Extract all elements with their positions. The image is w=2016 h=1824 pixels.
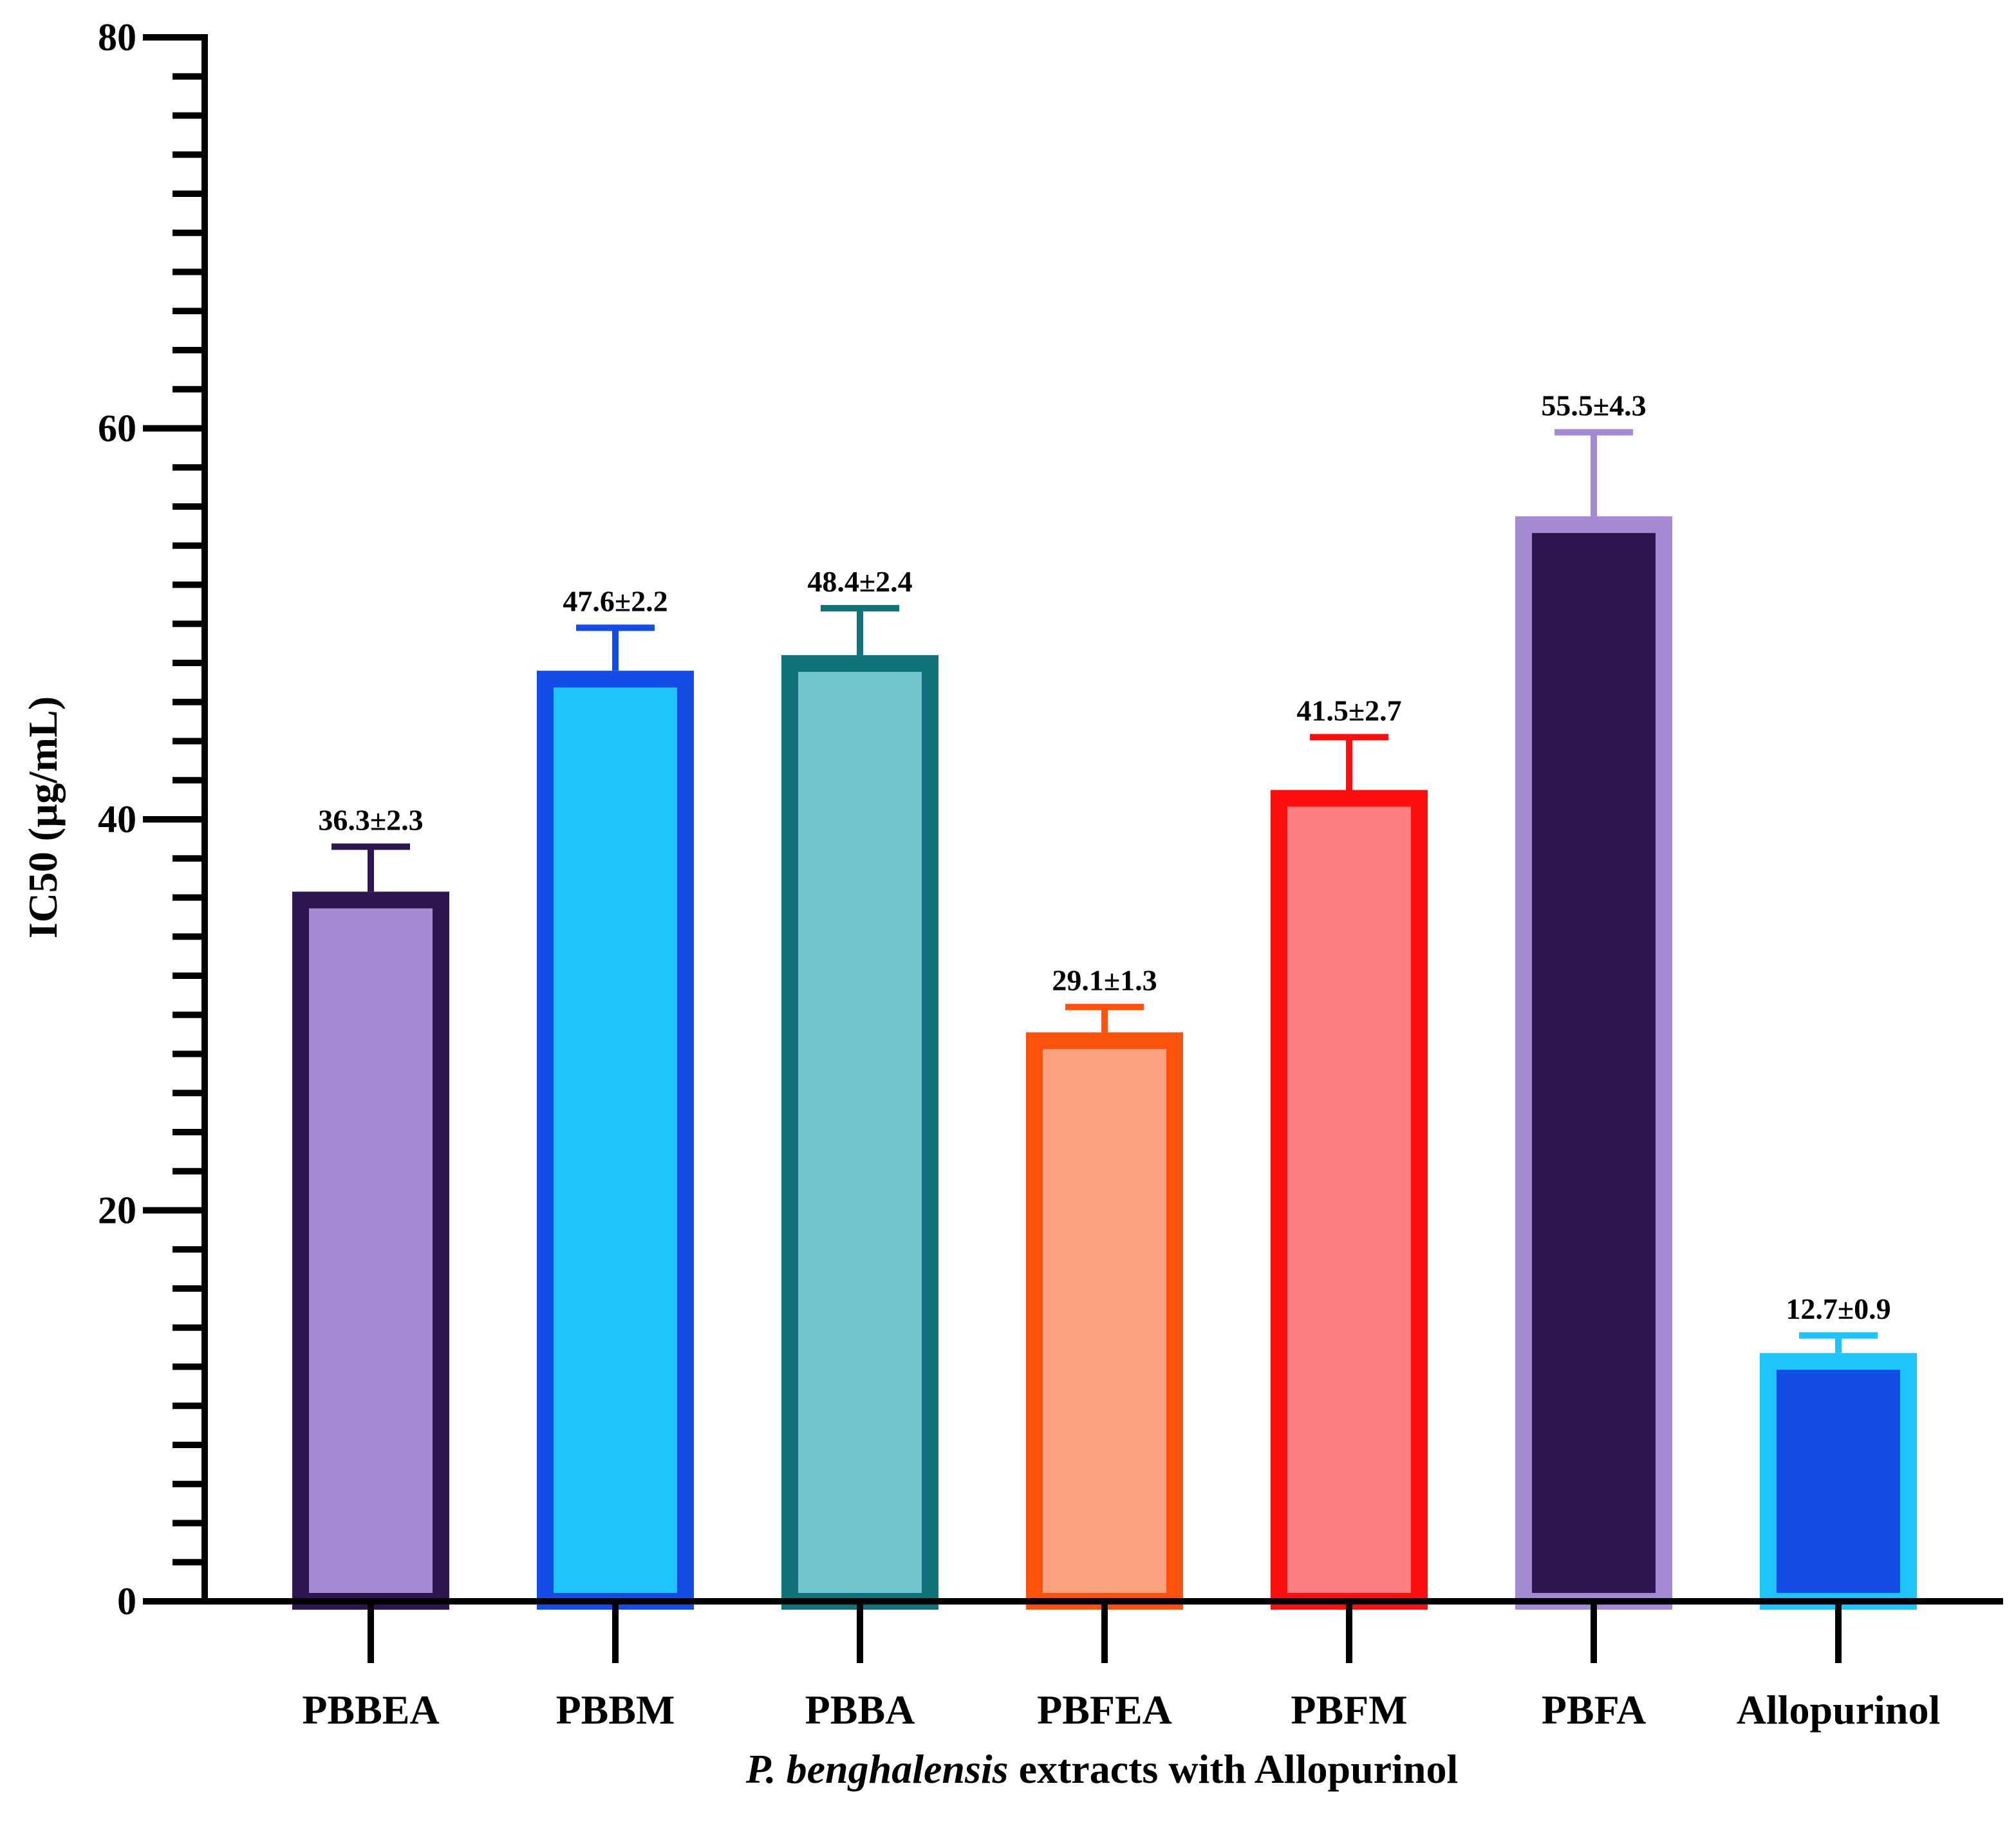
category-label-pbfa: PBFA (1542, 1687, 1646, 1733)
data-label-pbbm: 47.6±2.2 (563, 584, 667, 617)
bar-pbba (781, 655, 938, 1610)
bar-pbbea (292, 891, 449, 1610)
data-label-allopurinol: 12.7±0.9 (1786, 1292, 1890, 1325)
x-axis-title-rest: extracts with Allopurinol (1009, 1746, 1459, 1792)
bar-pbfm (1271, 790, 1428, 1610)
labels-layer: 0 20 40 60 80 36.3±2.3 PBBEA 47.6±2.2 PBBM 48.4±2… (98, 16, 1940, 1733)
bar-pbfa (1515, 516, 1672, 1610)
category-label-pbfea: PBFEA (1037, 1687, 1172, 1733)
category-label-pbfm: PBFM (1291, 1687, 1407, 1733)
y-axis-title: IC50 (µg/mL) (20, 696, 66, 938)
ticks-layer (143, 34, 1842, 1663)
bars-layer (292, 429, 1917, 1610)
y-tick-label: 20 (98, 1189, 136, 1232)
bar-pbbm (537, 671, 694, 1610)
bar-allopurinol (1760, 1353, 1917, 1610)
x-axis-title-italic: P. benghalensis (745, 1746, 1009, 1792)
category-label-pbbm: PBBM (556, 1687, 675, 1733)
category-label-pbbea: PBBEA (302, 1687, 439, 1733)
bar-pbfea (1026, 1032, 1183, 1610)
data-label-pbba: 48.4±2.4 (807, 565, 912, 598)
y-tick-label: 80 (98, 16, 136, 59)
category-label-pbba: PBBA (805, 1687, 915, 1733)
y-tick-label: 60 (98, 407, 136, 450)
data-label-pbfea: 29.1±1.3 (1052, 964, 1157, 997)
data-label-pbbea: 36.3±2.3 (318, 804, 423, 837)
x-axis-title: P. benghalensis extracts with Allopurino… (745, 1746, 1458, 1792)
y-tick-label: 40 (98, 798, 136, 841)
y-tick-label: 0 (117, 1580, 136, 1623)
data-label-pbfa: 55.5±4.3 (1541, 389, 1646, 422)
data-label-pbfm: 41.5±2.7 (1296, 694, 1401, 727)
category-label-allopurinol: Allopurinol (1737, 1687, 1941, 1733)
